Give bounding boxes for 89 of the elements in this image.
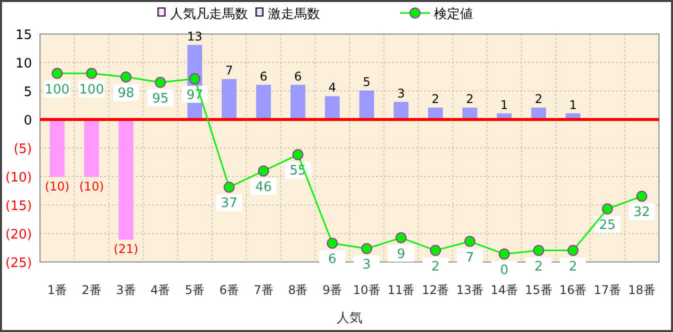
y-tick-label: (25) xyxy=(5,256,32,271)
x-tick-label: 1番 xyxy=(47,283,68,297)
point xyxy=(120,72,132,82)
data-label: (10) xyxy=(44,180,70,194)
point xyxy=(52,68,63,79)
data-label: 0 xyxy=(500,263,508,278)
x-tick-label: 15番 xyxy=(525,283,552,297)
x-tick-label: 10番 xyxy=(353,283,380,297)
data-label: 2 xyxy=(534,259,543,274)
x-axis-title: 人気 xyxy=(336,311,362,326)
point xyxy=(498,248,510,260)
bar xyxy=(84,119,99,177)
x-tick-label: 16番 xyxy=(559,283,587,297)
data-label: 7 xyxy=(466,250,474,266)
data-label: 4 xyxy=(328,80,336,95)
point xyxy=(533,244,544,256)
point xyxy=(86,68,98,79)
data-label: 98 xyxy=(118,86,134,101)
x-tick-label: 2番 xyxy=(82,283,102,297)
x-tick-label: 11番 xyxy=(387,283,415,297)
data-label: 37 xyxy=(220,196,238,212)
point xyxy=(154,76,166,88)
data-label: 100 xyxy=(44,82,70,98)
data-label: 3 xyxy=(362,258,371,273)
point xyxy=(189,73,200,84)
x-tick-label: 3番 xyxy=(116,283,136,297)
x-tick-label: 8番 xyxy=(288,283,308,297)
point xyxy=(568,244,579,256)
y-tick-label: 10 xyxy=(15,56,32,72)
data-label: 2 xyxy=(432,92,440,106)
point xyxy=(396,232,407,244)
x-tick-label: 6番 xyxy=(219,283,239,297)
point xyxy=(636,190,648,202)
y-tick-label: 0 xyxy=(24,114,32,128)
bar xyxy=(256,84,271,120)
bar xyxy=(324,96,340,120)
y-tick-label: (20) xyxy=(5,228,32,242)
x-tick-label: 7番 xyxy=(254,283,274,297)
y-tick-label: 5 xyxy=(24,85,32,100)
point xyxy=(464,236,476,247)
data-label: 13 xyxy=(187,29,202,44)
data-label: 6 xyxy=(328,252,336,268)
data-label: 2 xyxy=(534,92,542,106)
point xyxy=(430,244,441,256)
bar xyxy=(359,90,374,120)
x-tick-label: 13番 xyxy=(456,283,484,297)
legend-label: 人気凡走馬数 xyxy=(170,7,248,22)
point xyxy=(224,182,235,193)
y-tick-label: (15) xyxy=(5,199,32,214)
x-tick-label: 9番 xyxy=(322,283,342,297)
x-tick-label: 12番 xyxy=(422,283,450,297)
y-tick-label: (5) xyxy=(14,142,32,157)
x-tick-label: 4番 xyxy=(150,283,170,297)
legend-label: 激走馬数 xyxy=(268,7,320,22)
point xyxy=(292,149,304,160)
y-tick-label: 15 xyxy=(15,28,32,43)
data-label: 2 xyxy=(466,92,474,106)
x-tick-label: 17番 xyxy=(594,283,622,297)
bar xyxy=(50,119,65,177)
data-label: 1 xyxy=(569,98,577,112)
data-label: 1 xyxy=(500,98,508,112)
data-label: (21) xyxy=(114,242,138,256)
legend-label: 検定値 xyxy=(434,7,473,22)
data-label: 3 xyxy=(397,86,405,100)
data-label: 6 xyxy=(294,69,302,84)
point xyxy=(361,243,372,254)
x-tick-label: 18番 xyxy=(628,283,656,297)
point xyxy=(602,203,613,214)
data-label: 25 xyxy=(599,218,616,233)
data-label: 9 xyxy=(396,246,406,262)
bar xyxy=(118,119,134,240)
data-label: 100 xyxy=(79,82,104,98)
data-label: 32 xyxy=(634,205,650,220)
x-tick-label: 14番 xyxy=(490,283,518,297)
data-label: 6 xyxy=(260,69,268,84)
x-tick-label: 5番 xyxy=(184,283,205,297)
data-label: 46 xyxy=(255,180,272,195)
y-tick-label: (10) xyxy=(5,170,32,186)
bar xyxy=(222,79,237,120)
data-label: 5 xyxy=(362,75,371,89)
point xyxy=(258,165,270,176)
data-label: 7 xyxy=(225,64,233,78)
data-label: 2 xyxy=(568,259,578,274)
data-label: 95 xyxy=(152,91,169,106)
data-label: 2 xyxy=(431,259,440,274)
point xyxy=(326,238,338,249)
bar xyxy=(290,84,306,120)
data-label: (10) xyxy=(79,180,104,194)
bar xyxy=(394,102,408,120)
